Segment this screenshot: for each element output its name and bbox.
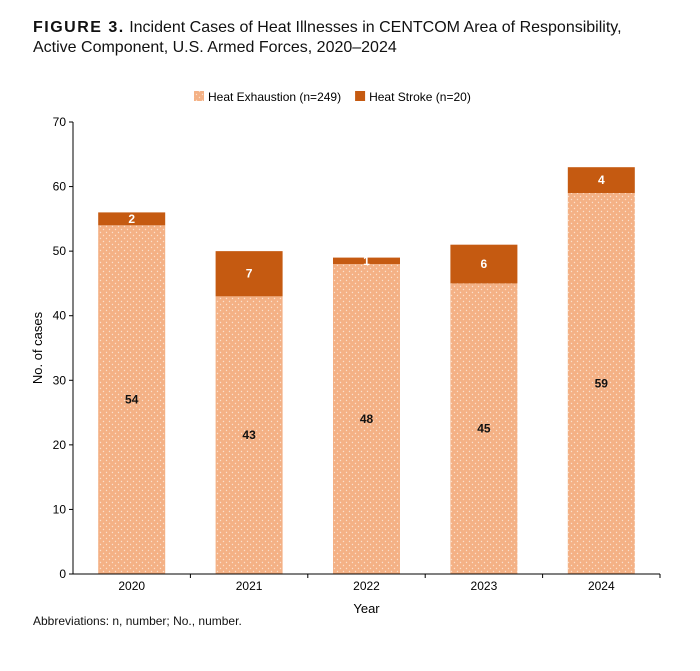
- y-tick-label-0: 0: [59, 567, 66, 581]
- legend-swatch-heat-stroke: [355, 91, 366, 101]
- data-labels-group: 54 2 43 7 48 1 45 6 59 4: [125, 173, 608, 442]
- legend-swatch-heat-exhaustion: [194, 91, 204, 101]
- x-axis-title: Year: [353, 601, 380, 616]
- bar-heat-stroke-2023: [450, 244, 518, 284]
- y-tick-label-70: 70: [53, 115, 67, 129]
- data-label-heat-exhaustion-2022: 48: [360, 412, 374, 426]
- bar-heat-stroke-2021: [215, 251, 283, 297]
- bar-heat-exhaustion-2020: [98, 225, 166, 575]
- x-tick-label-2020: 2020: [118, 579, 145, 593]
- data-label-heat-exhaustion-2021: 43: [242, 428, 256, 442]
- y-tick-label-20: 20: [53, 438, 67, 452]
- y-tick-label-40: 40: [53, 309, 67, 323]
- data-label-heat-stroke-2022: 1: [363, 254, 370, 268]
- chart-legend: Heat Exhaustion (n=249) Heat Stroke (n=20…: [194, 90, 471, 104]
- y-tick-label-60: 60: [53, 180, 67, 194]
- x-tick-label-2023: 2023: [471, 579, 498, 593]
- bar-heat-stroke-2022: [333, 257, 400, 265]
- figure-label: FIGURE 3.: [33, 19, 125, 36]
- bar-heat-exhaustion-2024: [567, 193, 635, 574]
- legend-label-heat-exhaustion: Heat Exhaustion (n=249): [208, 90, 341, 104]
- bar-heat-exhaustion-2023: [450, 283, 518, 574]
- y-axis-title: No. of cases: [30, 311, 45, 384]
- data-label-heat-exhaustion-2020: 54: [125, 393, 139, 407]
- y-tick-label-30: 30: [53, 373, 67, 387]
- data-label-heat-stroke-2024: 4: [598, 173, 605, 187]
- x-tick-label-2022: 2022: [353, 579, 380, 593]
- footnote: Abbreviations: n, number; No., number.: [33, 614, 242, 628]
- data-label-heat-exhaustion-2024: 59: [595, 377, 609, 391]
- x-tick-label-2021: 2021: [236, 579, 263, 593]
- data-label-heat-stroke-2021: 7: [246, 267, 253, 281]
- axes-group: 2020 2021 2022 2023 2024 0 10 20 30 40 50 60 70 Year N…: [30, 115, 661, 616]
- bar-heat-stroke-2024: [567, 167, 635, 194]
- bars-group: [98, 167, 635, 575]
- bar-heat-exhaustion-2021: [215, 296, 283, 574]
- x-tick-label-2024: 2024: [588, 579, 615, 593]
- bar-heat-stroke-2020: [98, 212, 166, 226]
- legend-label-heat-stroke: Heat Stroke (n=20): [369, 90, 471, 104]
- figure-title-line2: Active Component, U.S. Armed Forces, 202…: [33, 39, 397, 56]
- y-tick-label-50: 50: [53, 244, 67, 258]
- figure-title-line1: Incident Cases of Heat Illnesses in CENT…: [129, 19, 622, 36]
- data-label-heat-stroke-2020: 2: [128, 212, 135, 226]
- data-label-heat-stroke-2023: 6: [481, 257, 488, 271]
- data-label-heat-exhaustion-2023: 45: [477, 422, 491, 436]
- figure-title: FIGURE 3. Incident Cases of Heat Illness…: [33, 18, 673, 58]
- y-tick-label-10: 10: [53, 502, 67, 516]
- bar-heat-exhaustion-2022: [333, 264, 400, 574]
